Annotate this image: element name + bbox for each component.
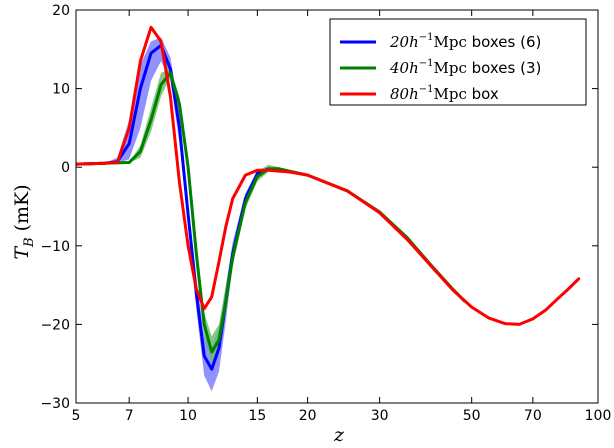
x-tick-label: 100 bbox=[585, 408, 612, 424]
x-tick-label: 30 bbox=[371, 408, 389, 424]
legend-label-3: 80h−1Mpc box bbox=[390, 84, 499, 103]
legend: 20h−1Mpc boxes (6) 40h−1Mpc boxes (3) 80h−… bbox=[329, 18, 587, 106]
x-tick-label: 50 bbox=[463, 408, 481, 424]
legend-frame bbox=[329, 18, 587, 106]
plot-area bbox=[76, 25, 581, 392]
y-tick-label: −10 bbox=[40, 239, 70, 255]
y-tick-label: 0 bbox=[61, 160, 70, 176]
x-tick-label: 20 bbox=[299, 408, 317, 424]
y-tick-label: −30 bbox=[40, 396, 70, 412]
x-tick-label: 70 bbox=[524, 408, 542, 424]
legend-label-2: 40h−1Mpc boxes (3) bbox=[389, 58, 541, 77]
x-tick-label: 7 bbox=[125, 408, 134, 424]
legend-label-1: 20h−1Mpc boxes (6) bbox=[389, 32, 541, 51]
x-tick-label: 15 bbox=[248, 408, 266, 424]
y-tick-label: −20 bbox=[40, 317, 70, 333]
series-3-line bbox=[76, 25, 581, 326]
x-axis-label: z bbox=[333, 424, 345, 446]
x-tick-label: 10 bbox=[179, 408, 197, 424]
y-axis-label: TB (mK) bbox=[11, 184, 37, 259]
y-tick-label: 10 bbox=[52, 82, 70, 98]
plot-frame bbox=[75, 9, 599, 404]
x-tick-label: 5 bbox=[72, 408, 81, 424]
y-tick-label: 20 bbox=[52, 3, 70, 19]
